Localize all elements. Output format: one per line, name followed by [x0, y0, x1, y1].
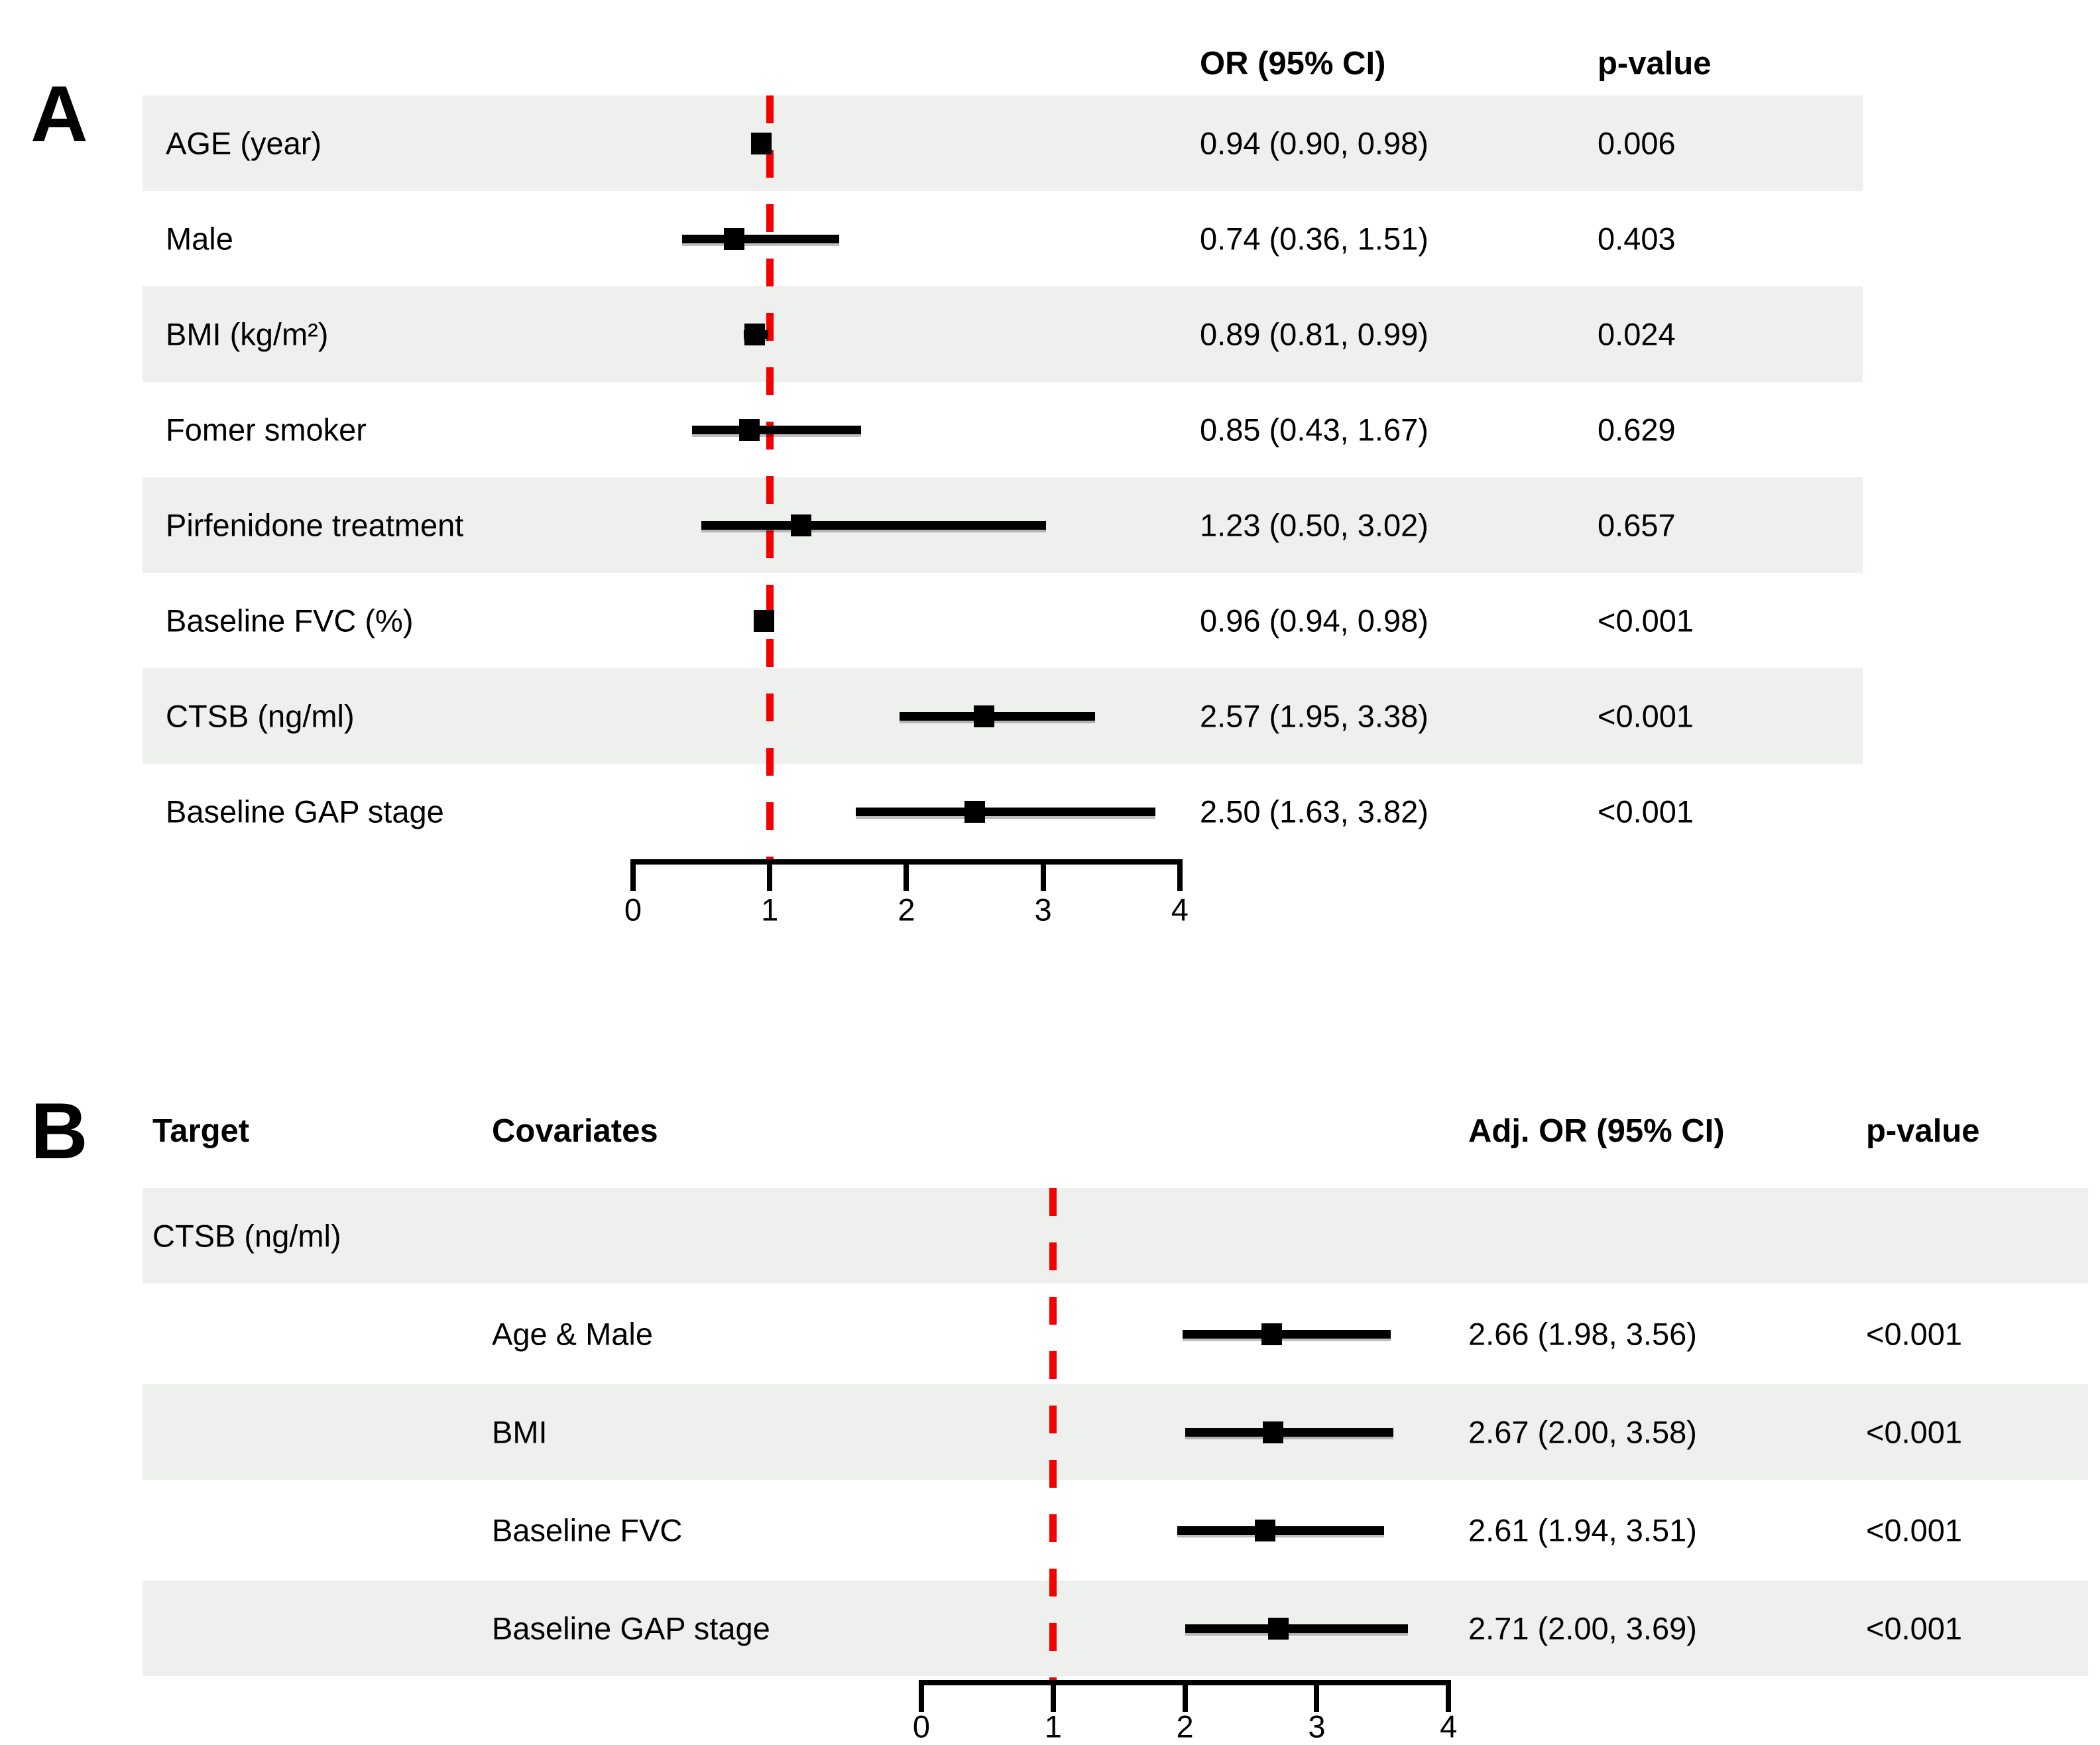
or-point-marker	[1263, 1421, 1284, 1443]
row-label: AGE (year)	[166, 125, 322, 161]
column-header-or: Adj. OR (95% CI)	[1468, 1113, 1725, 1149]
column-header-or: OR (95% CI)	[1200, 46, 1386, 82]
p-value: <0.001	[1598, 794, 1694, 829]
x-axis-tick-label: 3	[1308, 1709, 1326, 1744]
p-value: <0.001	[1866, 1610, 1963, 1646]
or-point-marker	[738, 418, 760, 441]
x-axis-tick	[630, 859, 636, 891]
row-label: Baseline GAP stage	[166, 794, 444, 829]
or-ci-value: 0.85 (0.43, 1.67)	[1200, 412, 1429, 448]
p-value: 0.629	[1598, 412, 1676, 448]
x-axis-tick-label: 1	[1044, 1709, 1062, 1744]
x-axis-tick-label: 3	[1034, 892, 1052, 928]
p-value: 0.024	[1598, 316, 1676, 352]
or-point-marker	[1255, 1519, 1276, 1541]
x-axis-tick-label: 4	[1171, 892, 1189, 928]
x-axis-tick-label: 0	[624, 892, 642, 928]
x-axis-tick	[919, 1680, 924, 1712]
x-axis-tick	[904, 859, 909, 891]
zebra-band	[143, 95, 1863, 191]
target-row-label: CTSB (ng/ml)	[152, 1218, 341, 1254]
p-value: <0.001	[1598, 603, 1694, 638]
or-ci-value: 0.94 (0.90, 0.98)	[1200, 125, 1429, 161]
column-header-p: p-value	[1866, 1113, 1980, 1149]
or-ci-value: 2.66 (1.98, 3.56)	[1468, 1316, 1697, 1352]
x-axis-tick-label: 2	[898, 892, 915, 928]
column-header-target: Target	[152, 1113, 250, 1149]
ci-bar	[682, 234, 840, 243]
or-ci-value: 2.67 (2.00, 3.58)	[1468, 1414, 1697, 1450]
or-point-marker	[1268, 1617, 1289, 1640]
column-header-p: p-value	[1598, 46, 1712, 82]
p-value: 0.403	[1598, 221, 1676, 257]
row-label: Baseline GAP stage	[492, 1610, 770, 1646]
x-axis-tick	[1314, 1680, 1320, 1712]
or-ci-value: 2.71 (2.00, 3.69)	[1468, 1610, 1697, 1646]
or-ci-value: 0.96 (0.94, 0.98)	[1200, 603, 1429, 638]
row-label: Baseline FVC	[492, 1512, 683, 1548]
row-label: Age & Male	[492, 1316, 653, 1352]
x-axis-tick	[767, 859, 773, 891]
zebra-band	[143, 1581, 2088, 1676]
or-ci-value: 1.23 (0.50, 3.02)	[1200, 507, 1429, 543]
row-label: CTSB (ng/ml)	[166, 698, 355, 734]
or-ci-value: 2.50 (1.63, 3.82)	[1200, 794, 1429, 829]
column-header-covariates: Covariates	[492, 1113, 658, 1149]
x-axis-tick	[1040, 859, 1046, 891]
p-value: 0.006	[1598, 125, 1676, 161]
row-label: BMI	[492, 1414, 548, 1450]
p-value: <0.001	[1866, 1414, 1963, 1450]
x-axis-tick-label: 1	[761, 892, 779, 928]
or-point-marker	[744, 323, 766, 345]
or-ci-value: 2.57 (1.95, 3.38)	[1200, 698, 1429, 734]
x-axis-tick	[1177, 859, 1183, 891]
or-point-marker	[751, 132, 772, 154]
row-label: Male	[166, 221, 233, 257]
x-axis-tick-label: 0	[912, 1709, 931, 1744]
p-value: <0.001	[1598, 698, 1694, 734]
x-axis-tick-label: 4	[1440, 1709, 1458, 1744]
zebra-band	[143, 1384, 2088, 1480]
or-point-marker	[964, 800, 985, 823]
or-ci-value: 2.61 (1.94, 3.51)	[1468, 1512, 1697, 1548]
panel-label: A	[30, 70, 88, 158]
or-point-marker	[754, 609, 775, 632]
ci-bar	[1185, 1624, 1408, 1633]
or-point-marker	[974, 705, 995, 727]
ci-bar	[1185, 1427, 1393, 1437]
row-label: Fomer smoker	[166, 412, 367, 448]
or-point-marker	[724, 227, 745, 250]
reference-line	[1049, 1188, 1057, 1680]
p-value: <0.001	[1866, 1316, 1963, 1352]
reference-line	[766, 95, 774, 859]
ci-bar	[1177, 1526, 1384, 1535]
row-label: Pirfenidone treatment	[166, 507, 464, 543]
zebra-band	[143, 286, 1863, 382]
x-axis-tick	[1182, 1680, 1188, 1712]
ci-bar	[1182, 1329, 1391, 1339]
ci-bar	[701, 520, 1046, 530]
p-value: <0.001	[1866, 1512, 1963, 1548]
panel-label: B	[30, 1087, 88, 1175]
x-axis-tick-label: 2	[1176, 1709, 1194, 1744]
x-axis-tick	[1050, 1680, 1056, 1712]
or-point-marker	[1261, 1323, 1283, 1345]
zebra-band	[143, 1188, 2088, 1284]
or-point-marker	[791, 514, 812, 536]
row-label: Baseline FVC (%)	[166, 603, 414, 638]
row-label: BMI (kg/m²)	[166, 316, 329, 352]
or-ci-value: 0.89 (0.81, 0.99)	[1200, 316, 1429, 352]
or-ci-value: 0.74 (0.36, 1.51)	[1200, 221, 1429, 257]
ci-bar	[691, 425, 862, 434]
p-value: 0.657	[1598, 507, 1676, 543]
ci-bar	[856, 807, 1155, 816]
x-axis-tick	[1446, 1680, 1452, 1712]
ci-bar	[900, 711, 1095, 721]
